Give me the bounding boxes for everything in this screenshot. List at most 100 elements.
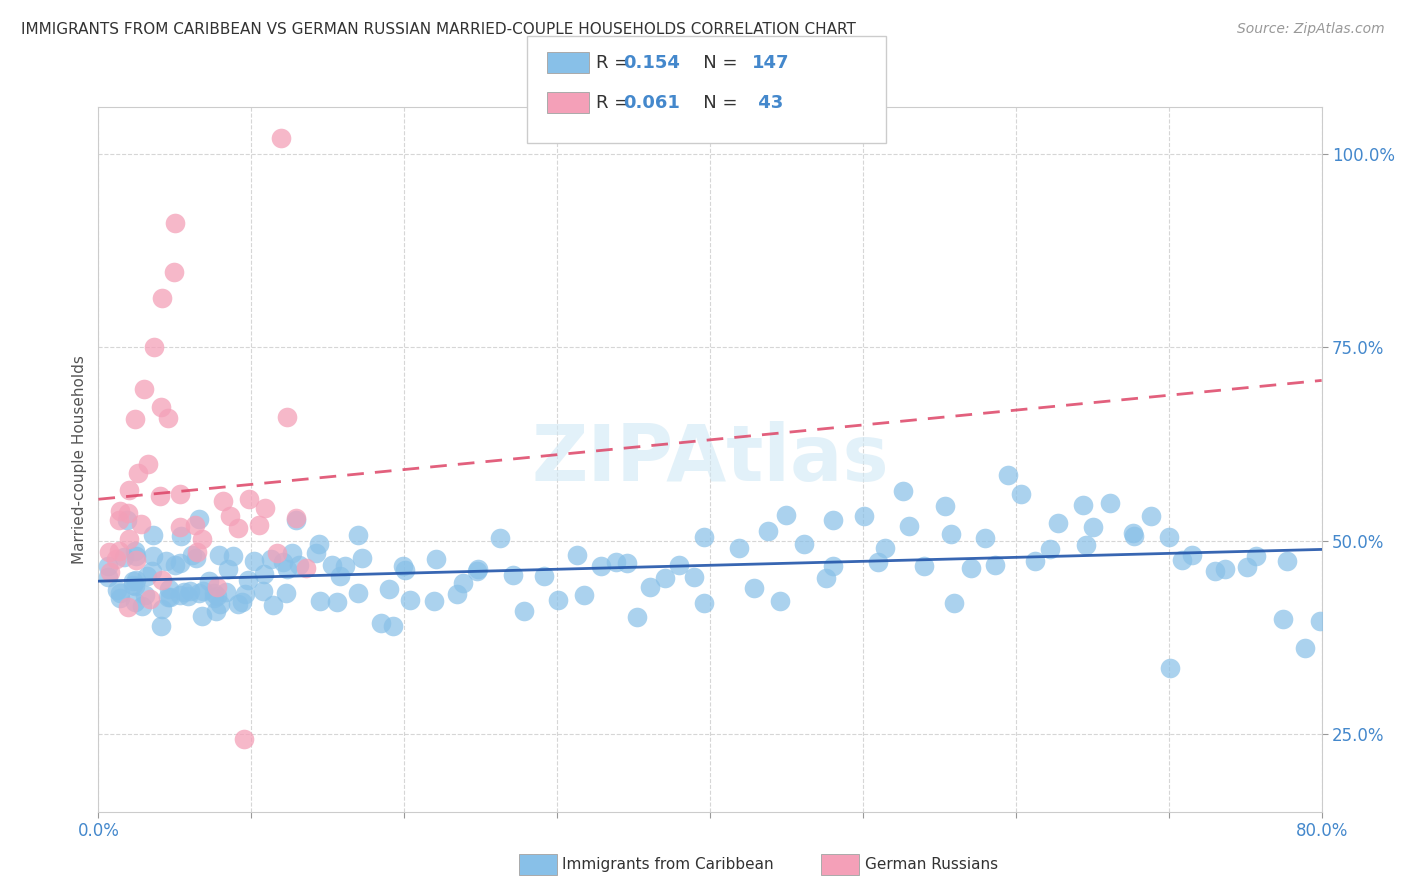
Point: [115, 513, 138, 527]
Point: [136, 457, 159, 471]
Point: [105, 582, 128, 597]
Point: [238, 491, 260, 506]
Point: [308, 594, 330, 608]
Point: [1024, 554, 1046, 568]
Point: [446, 586, 468, 600]
Point: [942, 597, 965, 611]
Point: [253, 501, 276, 516]
Point: [205, 580, 228, 594]
Point: [853, 509, 876, 524]
Point: [329, 569, 352, 583]
Point: [127, 467, 149, 481]
Point: [692, 531, 714, 545]
Point: [186, 550, 208, 565]
Point: [193, 584, 215, 599]
Point: [226, 597, 249, 611]
Point: [169, 557, 191, 571]
Point: [143, 341, 166, 355]
Point: [974, 531, 997, 545]
Point: [1294, 641, 1316, 656]
Point: [823, 558, 845, 573]
Point: [238, 573, 260, 587]
Point: [347, 527, 370, 541]
Text: 147: 147: [752, 54, 790, 72]
Point: [668, 558, 690, 573]
Point: [110, 591, 132, 606]
Point: [489, 531, 512, 545]
Point: [1099, 496, 1122, 510]
Point: [118, 532, 141, 546]
Point: [1309, 614, 1331, 628]
Point: [1046, 516, 1069, 530]
Point: [110, 585, 132, 599]
Text: 43: 43: [752, 95, 783, 112]
Point: [190, 608, 212, 623]
Point: [202, 591, 225, 606]
Point: [934, 500, 956, 514]
Point: [165, 558, 187, 572]
Point: [285, 511, 308, 525]
Point: [243, 554, 266, 568]
Point: [1170, 553, 1192, 567]
Point: [285, 513, 308, 527]
Point: [209, 597, 232, 611]
Point: [108, 504, 131, 518]
Point: [169, 588, 191, 602]
Point: [273, 555, 295, 569]
Point: [124, 595, 146, 609]
Point: [1277, 554, 1299, 568]
Point: [169, 520, 191, 534]
Point: [823, 513, 845, 527]
Point: [399, 593, 422, 607]
Point: [276, 409, 298, 424]
Point: [1181, 548, 1204, 562]
Point: [205, 589, 228, 603]
Point: [392, 559, 415, 574]
Point: [136, 569, 159, 583]
Point: [333, 558, 356, 573]
Point: [897, 518, 920, 533]
Point: [547, 593, 569, 607]
Point: [163, 265, 186, 279]
Text: N =: N =: [686, 95, 749, 112]
Point: [205, 604, 228, 618]
Point: [208, 548, 231, 562]
Point: [997, 468, 1019, 483]
Point: [262, 599, 284, 613]
Point: [423, 594, 446, 608]
Point: [866, 555, 889, 569]
Text: IMMIGRANTS FROM CARIBBEAN VS GERMAN RUSSIAN MARRIED-COUPLE HOUSEHOLDS CORRELATIO: IMMIGRANTS FROM CARIBBEAN VS GERMAN RUSS…: [21, 22, 856, 37]
Point: [149, 619, 172, 633]
Point: [1140, 509, 1163, 524]
Point: [960, 561, 983, 575]
Point: [693, 597, 716, 611]
Point: [378, 582, 401, 596]
Point: [157, 411, 180, 425]
Point: [533, 569, 555, 583]
Point: [121, 578, 143, 592]
Point: [1271, 612, 1294, 626]
Point: [105, 552, 128, 566]
Point: [984, 558, 1007, 572]
Point: [150, 291, 173, 305]
Point: [1122, 529, 1144, 543]
Point: [394, 563, 416, 577]
Point: [157, 582, 180, 596]
Point: [425, 551, 447, 566]
Point: [1010, 486, 1032, 500]
Point: [266, 546, 288, 560]
Point: [252, 583, 274, 598]
Point: [565, 548, 588, 562]
Point: [139, 591, 162, 606]
Point: [281, 546, 304, 560]
Point: [198, 574, 221, 588]
Point: [156, 590, 179, 604]
Point: [188, 586, 211, 600]
Point: [769, 593, 792, 607]
Point: [381, 619, 404, 633]
Point: [125, 553, 148, 567]
Point: [288, 558, 311, 573]
Point: [1073, 498, 1095, 512]
Point: [124, 544, 146, 558]
Point: [159, 591, 181, 605]
